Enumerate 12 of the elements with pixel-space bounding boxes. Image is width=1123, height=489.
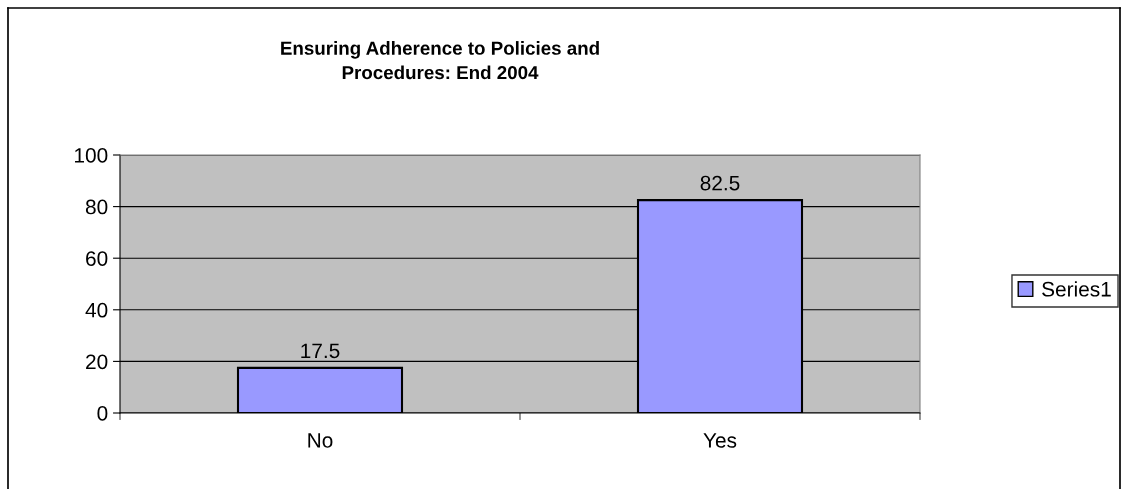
x-tick-label: Yes [703,433,737,448]
chart-title: Ensuring Adherence to Policies and Procedures: End 2004 [281,41,599,80]
y-tick-label: 40 [85,302,108,318]
data-label: 17.5 [301,343,340,359]
y-tick-label: 100 [75,148,108,163]
legend-label: Series1 [1042,281,1111,297]
y-tick-label: 20 [86,354,108,370]
y-tick-label: 0 [97,406,108,421]
data-label: 82.5 [700,175,740,191]
y-tick-label: 60 [86,251,108,266]
x-tick-label: No [308,433,333,448]
y-tick-label: 80 [85,199,108,215]
